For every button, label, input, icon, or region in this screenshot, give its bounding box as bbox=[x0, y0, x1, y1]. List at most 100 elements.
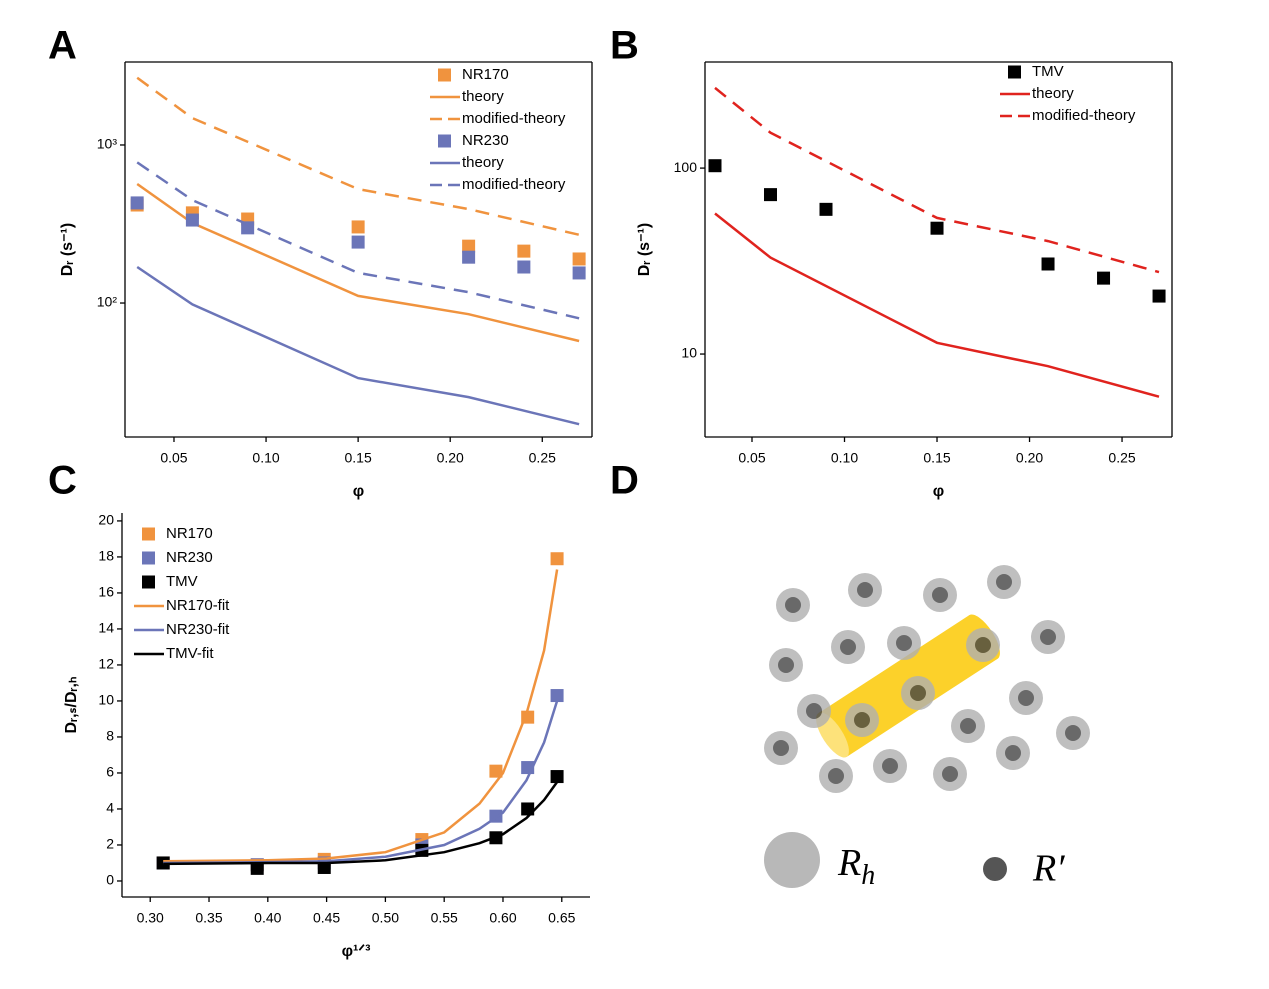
legend-marker bbox=[438, 68, 451, 82]
legend-label: NR230-fit bbox=[166, 621, 230, 638]
legend-label: theory bbox=[462, 88, 504, 105]
marker bbox=[1097, 271, 1111, 285]
marker bbox=[1152, 289, 1166, 303]
y-tick-label: 10 bbox=[681, 345, 697, 361]
marker bbox=[572, 266, 586, 280]
legend-inner-circle bbox=[983, 857, 1007, 881]
legend-label: theory bbox=[462, 154, 504, 171]
marker bbox=[250, 861, 264, 875]
particle-core bbox=[854, 712, 870, 728]
x-tick-label: 0.20 bbox=[1016, 450, 1043, 466]
x-tick-label: 0.35 bbox=[195, 910, 222, 926]
marker bbox=[517, 260, 531, 274]
particle-core bbox=[896, 635, 912, 651]
x-tick-label: 0.45 bbox=[313, 910, 340, 926]
series-line bbox=[714, 86, 1160, 274]
legend-label: TMV-fit bbox=[166, 645, 214, 662]
y-axis-label: Dᵣ (s⁻¹) bbox=[636, 223, 653, 276]
x-tick-label: 0.15 bbox=[923, 450, 950, 466]
legend-label: TMV bbox=[166, 573, 198, 590]
y-axis-label: Dᵣ,ₛ/Dᵣ,ₕ bbox=[63, 677, 80, 734]
legend-label: NR170 bbox=[166, 525, 213, 542]
y-tick-label: 12 bbox=[98, 656, 114, 672]
particle-core bbox=[975, 637, 991, 653]
particle-core bbox=[932, 587, 948, 603]
particle-core bbox=[1005, 745, 1021, 761]
diagram: Rh R′ bbox=[764, 565, 1090, 891]
legend-label: NR230 bbox=[166, 549, 213, 566]
marker bbox=[462, 239, 476, 253]
marker bbox=[351, 235, 365, 249]
x-tick-label: 0.50 bbox=[372, 910, 399, 926]
y-tick-label: 2 bbox=[106, 836, 114, 852]
marker bbox=[819, 202, 833, 216]
subscript: h bbox=[861, 860, 875, 891]
x-tick-label: 0.05 bbox=[738, 450, 765, 466]
x-tick-label: 0.25 bbox=[1108, 450, 1135, 466]
x-tick-label: 0.10 bbox=[252, 450, 279, 466]
legend-label: NR230 bbox=[462, 132, 509, 149]
series-line bbox=[136, 265, 580, 426]
marker bbox=[930, 221, 944, 235]
x-tick-label: 0.60 bbox=[489, 910, 516, 926]
series-line bbox=[163, 781, 559, 866]
panel-letter: C bbox=[48, 459, 77, 503]
x-tick-label: 0.40 bbox=[254, 910, 281, 926]
series-line bbox=[136, 76, 580, 237]
marker bbox=[550, 770, 564, 784]
particle-core bbox=[840, 639, 856, 655]
particle-core bbox=[1065, 725, 1081, 741]
legend-label: modified-theory bbox=[462, 110, 566, 127]
particle-core bbox=[806, 703, 822, 719]
y-tick-label: 10³ bbox=[97, 136, 118, 152]
x-axis-label: φ¹ᐟ³ bbox=[342, 943, 371, 960]
marker bbox=[550, 689, 564, 703]
y-tick-label: 8 bbox=[106, 728, 114, 744]
x-tick-label: 0.10 bbox=[831, 450, 858, 466]
x-tick-label: 0.05 bbox=[160, 450, 187, 466]
particle-core bbox=[778, 657, 794, 673]
legend-marker bbox=[142, 575, 155, 589]
legend-label: NR170-fit bbox=[166, 597, 230, 614]
y-tick-label: 20 bbox=[98, 512, 114, 528]
y-tick-label: 16 bbox=[98, 584, 114, 600]
series-line bbox=[136, 161, 580, 320]
panel-letter: A bbox=[48, 24, 77, 68]
legend-label: TMV bbox=[1032, 63, 1064, 80]
x-tick-label: 0.55 bbox=[431, 910, 458, 926]
marker bbox=[156, 856, 170, 870]
marker bbox=[572, 252, 586, 266]
y-tick-label: 18 bbox=[98, 548, 114, 564]
particle-core bbox=[910, 685, 926, 701]
x-axis-label: φ bbox=[353, 483, 364, 500]
particle-core bbox=[996, 574, 1012, 590]
particle-core bbox=[828, 768, 844, 784]
symbol: R bbox=[837, 842, 861, 884]
panel-letter: B bbox=[610, 24, 639, 68]
particle-core bbox=[960, 718, 976, 734]
series-line bbox=[714, 212, 1160, 398]
particle-core bbox=[942, 766, 958, 782]
y-tick-label: 10² bbox=[97, 294, 118, 310]
series-line bbox=[163, 569, 559, 863]
legend-marker bbox=[142, 551, 155, 565]
y-tick-label: 6 bbox=[106, 764, 114, 780]
legend-outer-circle bbox=[764, 832, 820, 888]
particles bbox=[764, 565, 1090, 793]
particle-core bbox=[773, 740, 789, 756]
x-tick-label: 0.20 bbox=[437, 450, 464, 466]
marker bbox=[130, 196, 144, 210]
x-tick-label: 0.30 bbox=[137, 910, 164, 926]
marker bbox=[763, 188, 777, 202]
legend-label: theory bbox=[1032, 85, 1074, 102]
legend-label: modified-theory bbox=[1032, 107, 1136, 124]
y-tick-label: 10 bbox=[98, 692, 114, 708]
panel-letter: D bbox=[610, 459, 639, 503]
particle-core bbox=[882, 758, 898, 774]
particle-core bbox=[1040, 629, 1056, 645]
marker bbox=[708, 159, 722, 173]
legend-marker bbox=[142, 527, 155, 541]
symbol-label: Rh bbox=[837, 842, 875, 892]
marker bbox=[462, 250, 476, 264]
